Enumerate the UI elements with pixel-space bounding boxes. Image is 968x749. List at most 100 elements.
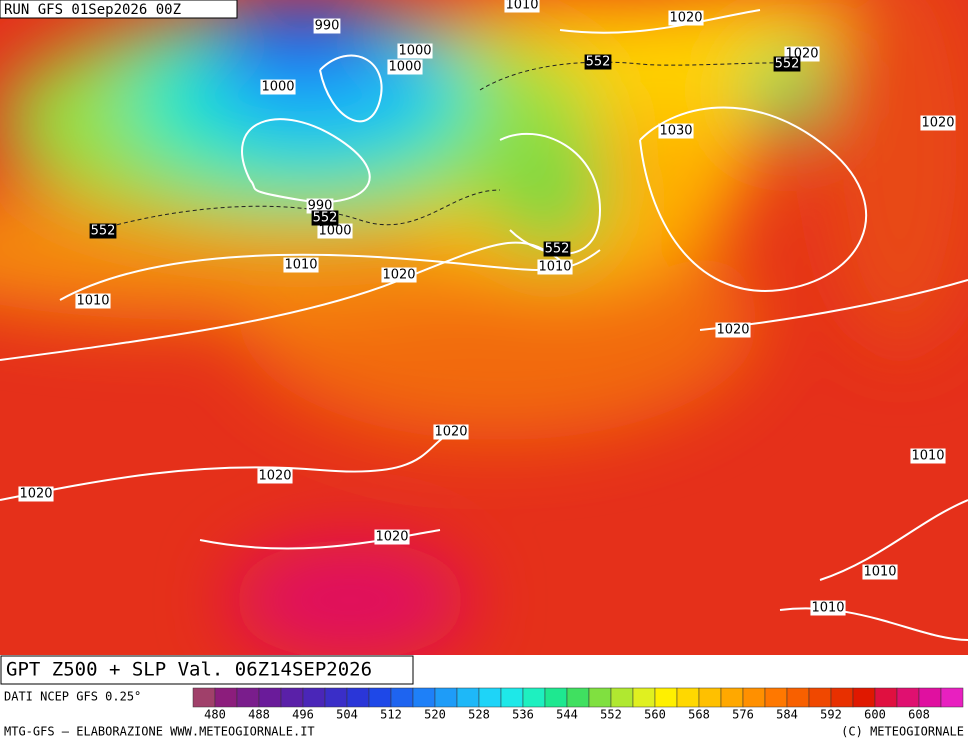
- z500-field: [0, 0, 968, 660]
- colorbar-swatch: [698, 687, 722, 708]
- colorbar-swatch: [676, 687, 700, 708]
- colorbar: 480 488 496 504 512 520 528 536 544 552 560 568 576 5…: [192, 687, 964, 722]
- slp-label: 1000: [261, 80, 294, 95]
- contour-labels: 9901010102010001000100010201030102099010…: [18, 0, 956, 616]
- colorbar-tick-label: 520: [424, 708, 446, 722]
- colorbar-swatch: [236, 687, 260, 708]
- colorbar-tick-label: 536: [512, 708, 534, 722]
- slp-label: 1010: [284, 258, 317, 273]
- colorbar-swatch: [478, 687, 502, 708]
- colorbar-swatch: [808, 687, 832, 708]
- colorbar-swatch: [324, 687, 348, 708]
- slp-label-bg: [283, 257, 319, 273]
- slp-label: 1000: [318, 224, 351, 239]
- slp-label: 1020: [258, 469, 291, 484]
- slp-label: 1030: [659, 124, 692, 139]
- slp-label: 1020: [19, 487, 52, 502]
- colorbar-tick-label: 552: [600, 708, 622, 722]
- slp-label-bg: [668, 10, 704, 26]
- slp-label-bg: [397, 43, 433, 59]
- z500-label-bg: [543, 241, 571, 257]
- z500-label-bg: [89, 223, 117, 239]
- source-label: DATI NCEP GFS 0.25°: [4, 690, 141, 704]
- slp-label-bg: [715, 322, 751, 338]
- slp-label-bg: [374, 529, 410, 545]
- slp-label-bg: [658, 123, 694, 139]
- colorbar-swatch: [544, 687, 568, 708]
- slp-label-bg: [381, 267, 417, 283]
- z500-label-bg: [773, 56, 801, 72]
- colorbar-swatch: [940, 687, 964, 708]
- title-box: [0, 655, 414, 685]
- z500-label-bg: [311, 210, 339, 226]
- colorbar-swatch: [390, 687, 414, 708]
- colorbar-swatch: [720, 687, 744, 708]
- z500-lines: [89, 61, 801, 233]
- z500-label: 552: [586, 55, 611, 70]
- slp-label-bg: [537, 259, 573, 275]
- slp-label: 1020: [921, 116, 954, 131]
- run-box: [0, 0, 238, 19]
- colorbar-swatch: [764, 687, 788, 708]
- colorbar-tick-label: 592: [820, 708, 842, 722]
- colorbar-swatch: [588, 687, 612, 708]
- slp-label-bg: [504, 0, 540, 13]
- slp-label: 990: [308, 199, 333, 214]
- colorbar-tick-label: 608: [908, 708, 930, 722]
- colorbar-swatch: [500, 687, 524, 708]
- colorbar-tick-label: 576: [732, 708, 754, 722]
- colorbar-swatch: [610, 687, 634, 708]
- z500-label: 552: [545, 242, 570, 257]
- slp-label: 1020: [716, 323, 749, 338]
- colorbar-swatch: [852, 687, 876, 708]
- colorbar-swatch: [368, 687, 392, 708]
- colorbar-swatch: [346, 687, 370, 708]
- colorbar-tick-label: 504: [336, 708, 358, 722]
- slp-label: 1010: [811, 601, 844, 616]
- slp-label: 990: [315, 19, 340, 34]
- z500-label: 552: [775, 57, 800, 72]
- run-label: RUN GFS 01Sep2026 00Z: [4, 2, 181, 18]
- colorbar-swatch: [412, 687, 436, 708]
- colorbar-swatch: [896, 687, 920, 708]
- colorbar-swatch: [566, 687, 590, 708]
- slp-label-bg: [920, 115, 956, 131]
- slp-label: 1020: [382, 268, 415, 283]
- colorbar-swatch: [434, 687, 458, 708]
- slp-label-bg: [810, 600, 846, 616]
- slp-label: 1020: [375, 530, 408, 545]
- colorbar-swatch: [302, 687, 326, 708]
- colorbar-swatch: [874, 687, 898, 708]
- slp-label-bg: [862, 564, 898, 580]
- colorbar-swatch: [918, 687, 942, 708]
- slp-label: 1000: [388, 60, 421, 75]
- slp-label-bg: [306, 198, 334, 214]
- slp-label: 1020: [669, 11, 702, 26]
- colorbar-swatch: [214, 687, 238, 708]
- colorbar-tick-label: 560: [644, 708, 666, 722]
- colorbar-tick-label: 600: [864, 708, 886, 722]
- colorbar-tick-label: 496: [292, 708, 314, 722]
- slp-label-bg: [433, 424, 469, 440]
- colorbar-swatch: [786, 687, 810, 708]
- slp-label: 1000: [398, 44, 431, 59]
- slp-label-bg: [257, 468, 293, 484]
- colorbar-tick-label: 512: [380, 708, 402, 722]
- slp-label-bg: [18, 486, 54, 502]
- colorbar-tick-label: 488: [248, 708, 270, 722]
- colorbar-swatch: [280, 687, 304, 708]
- credit-label: MTG-GFS — ELABORAZIONE WWW.METEOGIORNALE…: [4, 725, 315, 739]
- colorbar-tick-label: 584: [776, 708, 798, 722]
- colorbar-swatch: [632, 687, 656, 708]
- colorbar-swatch: [192, 687, 216, 708]
- z500-label: 552: [91, 224, 116, 239]
- colorbar-tick-label: 544: [556, 708, 578, 722]
- colorbar-swatch: [522, 687, 546, 708]
- colorbar-tick-label: 480: [204, 708, 226, 722]
- colorbar-swatch: [830, 687, 854, 708]
- z500-label-bg: [584, 54, 612, 70]
- colorbar-swatch: [258, 687, 282, 708]
- slp-label-bg: [260, 79, 296, 95]
- slp-label: 1010: [911, 449, 944, 464]
